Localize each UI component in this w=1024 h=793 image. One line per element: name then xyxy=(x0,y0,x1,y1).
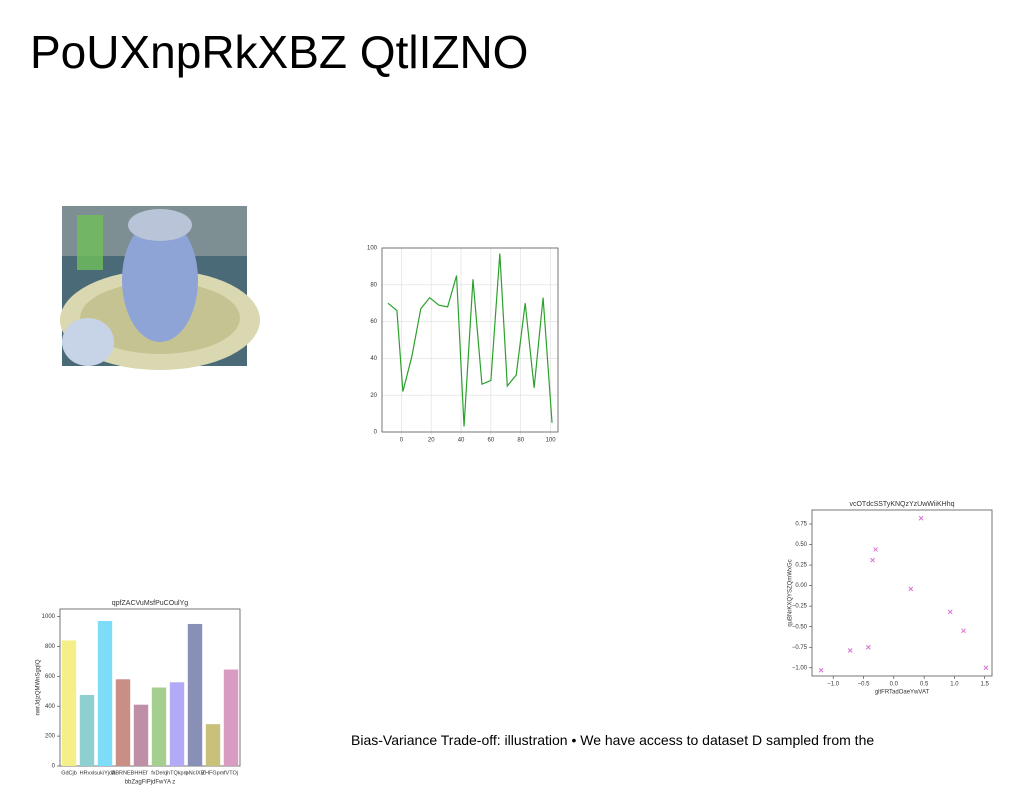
x-tick-label: jhTQkpm xyxy=(165,770,189,776)
y-tick-label: 0.25 xyxy=(795,563,807,569)
marker-x xyxy=(866,644,871,650)
caption: Bias-Variance Trade-off: illustration • … xyxy=(351,732,874,748)
scatter-point xyxy=(866,644,871,650)
y-tick-label: −1.00 xyxy=(792,665,808,671)
line-series xyxy=(387,253,553,427)
y-axis-label: nwrJdjzQMWnSgqIQ xyxy=(36,659,42,715)
bar xyxy=(187,623,203,766)
x-tick-label: fxDelo xyxy=(151,770,167,776)
bar xyxy=(115,679,131,766)
marker-x xyxy=(818,667,824,673)
photo xyxy=(60,206,260,370)
y-tick-label: 100 xyxy=(367,246,378,252)
marker-x xyxy=(908,586,914,592)
y-tick-label: 600 xyxy=(45,674,56,680)
x-tick-label: 1.0 xyxy=(950,682,959,688)
y-tick-label: 60 xyxy=(370,319,377,325)
x-tick-label: 0.0 xyxy=(890,682,899,688)
y-tick-label: −0.25 xyxy=(792,604,808,610)
plot-frame xyxy=(811,509,993,677)
marker-x xyxy=(873,547,878,552)
plot-frame xyxy=(381,247,559,433)
bar xyxy=(79,694,95,766)
marker-x xyxy=(961,628,966,634)
chart-title: qpfZACVuMsfPuCOulYg xyxy=(112,600,188,607)
x-tick-label: fVTOj xyxy=(224,770,238,776)
y-tick-label: −0.50 xyxy=(792,624,808,630)
x-axis-label: bbZagFiPjdFwYA z xyxy=(125,780,176,786)
plot-frame xyxy=(59,608,241,767)
scatter-point xyxy=(847,648,853,653)
x-tick-label: HRvxl xyxy=(80,770,95,776)
scatter-point xyxy=(918,515,924,521)
x-tick-label: ZHFGpm xyxy=(202,770,225,776)
slide-title: PoUXnpRkXBZ QtlIZNO xyxy=(30,26,528,78)
y-tick-label: 1000 xyxy=(42,614,56,620)
scatter-point xyxy=(908,586,914,592)
bar xyxy=(151,687,167,766)
x-tick-label: 60 xyxy=(488,438,495,444)
y-tick-label: 0.75 xyxy=(795,522,807,528)
x-tick-label: 0.5 xyxy=(920,682,929,688)
bar xyxy=(61,640,77,766)
x-tick-label: ABRNEB xyxy=(112,770,135,776)
y-tick-label: 0 xyxy=(374,430,378,436)
x-tick-label: pNcIXB xyxy=(186,770,205,776)
y-tick-label: 400 xyxy=(45,704,56,710)
y-tick-label: 20 xyxy=(370,393,377,399)
scatter-point xyxy=(983,665,989,671)
scatter-point xyxy=(947,609,953,615)
y-tick-label: 80 xyxy=(370,282,377,288)
x-tick-label: 40 xyxy=(458,438,465,444)
x-tick-label: −1.0 xyxy=(827,682,840,688)
y-tick-label: 0 xyxy=(52,764,56,770)
bar xyxy=(169,682,185,766)
x-tick-label: 20 xyxy=(428,438,435,444)
bar xyxy=(133,704,149,766)
y-tick-label: −0.75 xyxy=(792,645,808,651)
bar xyxy=(205,724,221,766)
bar xyxy=(223,669,239,766)
chart-title: vcOTdcSSTyKNQzYzUwWiiKHhq xyxy=(849,501,954,508)
x-axis-label: gltFRTadOaeYwVAT xyxy=(875,690,930,696)
scatter-point xyxy=(870,557,875,563)
x-tick-label: 80 xyxy=(517,438,524,444)
marker-x xyxy=(983,665,989,671)
marker-x xyxy=(918,515,924,521)
y-tick-label: 800 xyxy=(45,644,56,650)
y-tick-label: 200 xyxy=(45,734,56,740)
x-tick-label: GdCjb xyxy=(61,770,77,776)
x-tick-label: 100 xyxy=(546,438,557,444)
bar xyxy=(97,620,113,766)
marker-x xyxy=(947,609,953,615)
scatter-point xyxy=(873,547,878,552)
y-axis-label: quBNrKXQYSZQmWxGc xyxy=(788,559,794,626)
x-tick-label: 0 xyxy=(400,438,404,444)
x-tick-label: −0.5 xyxy=(858,682,871,688)
y-tick-label: 0.00 xyxy=(795,583,807,589)
x-tick-label: sukiYjdB xyxy=(94,770,116,776)
y-tick-label: 0.50 xyxy=(795,542,807,548)
x-tick-label: 1.5 xyxy=(981,682,990,688)
scatter-point xyxy=(961,628,966,634)
marker-x xyxy=(847,648,853,653)
scatter-point xyxy=(818,667,824,673)
x-tick-label: HHEf xyxy=(134,770,148,776)
y-tick-label: 40 xyxy=(370,356,377,362)
marker-x xyxy=(870,557,875,563)
